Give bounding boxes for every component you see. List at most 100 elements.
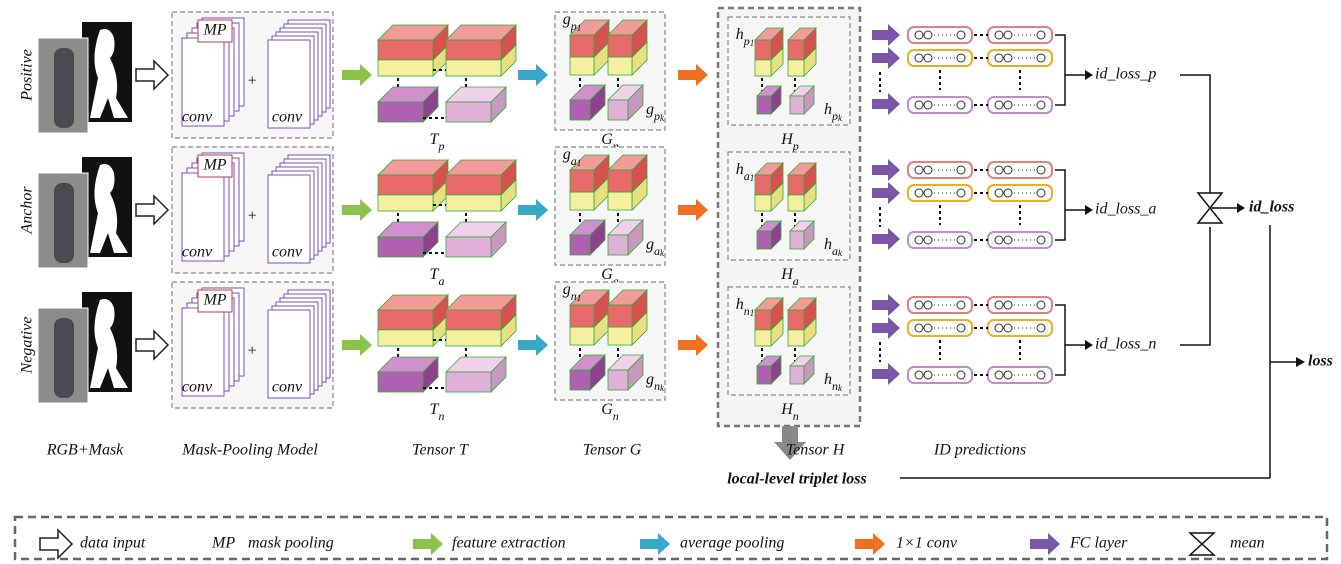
fc-arrow: [872, 363, 900, 385]
fc-arrow: [872, 159, 900, 181]
neuron: [957, 31, 965, 39]
neuron: [995, 236, 1003, 244]
label-index: 1: [577, 293, 582, 303]
cube-front: [378, 237, 423, 257]
cube-front: [755, 195, 771, 211]
cube-front: [757, 366, 771, 384]
id-loss-label: id_loss_p: [1095, 66, 1156, 83]
neuron: [995, 166, 1003, 174]
triplet-label: local-level triplet loss: [727, 471, 867, 488]
label-sub: n: [793, 409, 799, 423]
arrow-head: [1237, 203, 1245, 213]
cube-front: [446, 60, 501, 76]
tensor-t-label: Tp: [430, 131, 445, 153]
label-sub: a: [438, 274, 444, 288]
cube-front: [570, 327, 594, 345]
label-base: h: [736, 26, 744, 43]
neuron: [995, 189, 1003, 197]
cube-front: [608, 35, 632, 57]
feature-arrow: [342, 199, 372, 221]
cube-front: [788, 310, 804, 330]
cube-front: [608, 170, 632, 192]
neuron: [957, 301, 965, 309]
neuron: [1004, 54, 1012, 62]
cube-front: [378, 175, 433, 195]
cube-front: [570, 35, 594, 57]
neuron: [1037, 31, 1045, 39]
label-index: 1: [577, 23, 582, 33]
legend-label: average pooling: [680, 535, 784, 552]
label-sub: p: [792, 139, 799, 153]
cube-front: [608, 100, 628, 120]
neuron: [924, 54, 932, 62]
rgb-person: [54, 318, 74, 398]
label-base: G: [601, 131, 613, 148]
arrow-head: [1085, 340, 1093, 350]
label-base: g: [646, 101, 654, 118]
cube-front: [570, 170, 594, 192]
row-label: Negative: [19, 317, 36, 375]
neuron: [915, 324, 923, 332]
label-base: G: [601, 266, 613, 283]
cube-front: [757, 231, 771, 249]
label-base: h: [736, 161, 744, 178]
neuron: [924, 371, 932, 379]
label-index: 1: [750, 308, 755, 318]
neuron: [924, 166, 932, 174]
label-sub: p: [831, 109, 838, 123]
neuron: [957, 189, 965, 197]
neuron: [915, 236, 923, 244]
cube-front: [608, 235, 628, 255]
legend-label: mean: [1230, 535, 1265, 552]
id-loss-label: id_loss_n: [1095, 336, 1156, 353]
neuron: [1037, 236, 1045, 244]
label-base: g: [646, 371, 654, 388]
cube-front: [755, 60, 771, 76]
cube-front: [446, 175, 501, 195]
hollow-arrow: [136, 61, 168, 89]
label-sub: n: [613, 409, 619, 423]
cube-front: [608, 370, 628, 390]
neuron: [1037, 301, 1045, 309]
cube-front: [446, 102, 491, 122]
pooling-arrow: [518, 199, 548, 221]
cube-front: [755, 175, 771, 195]
neuron: [1004, 371, 1012, 379]
neuron: [1004, 324, 1012, 332]
id-loss-label: id_loss_a: [1095, 201, 1156, 218]
conv-label: conv: [182, 379, 213, 396]
arrow-head: [1085, 205, 1093, 215]
label-base: h: [824, 236, 832, 253]
column-label: RGB+Mask: [46, 442, 124, 459]
diagram: PositiveMPconv+convTpgp1gpkGphp1hpkHpid_…: [0, 0, 1341, 564]
loss-output: loss: [1308, 353, 1333, 370]
fc-arrow: [872, 24, 900, 46]
cube-front: [755, 310, 771, 330]
label-base: g: [563, 281, 571, 298]
plus-sign: +: [247, 73, 258, 90]
label-sub: p: [570, 19, 577, 33]
neuron: [995, 101, 1003, 109]
neuron: [1004, 166, 1012, 174]
neuron: [1037, 54, 1045, 62]
label-index: 1: [750, 38, 755, 48]
conv-label: conv: [272, 379, 303, 396]
label-sub: p: [437, 139, 444, 153]
neuron: [915, 166, 923, 174]
label-index: 1: [577, 158, 582, 168]
tensor-t-label: Tn: [430, 401, 445, 423]
conv-arrow: [678, 199, 708, 221]
cube-front: [378, 102, 423, 122]
cube-front: [755, 40, 771, 60]
conv-arrow: [678, 64, 708, 86]
neuron: [995, 324, 1003, 332]
neuron: [1004, 101, 1012, 109]
neuron: [1004, 236, 1012, 244]
conv-label: conv: [272, 244, 303, 261]
cube-front: [378, 372, 423, 392]
cube-front: [608, 192, 632, 210]
neuron: [1037, 371, 1045, 379]
cube-front: [788, 330, 804, 346]
neuron: [995, 31, 1003, 39]
neuron: [1037, 101, 1045, 109]
